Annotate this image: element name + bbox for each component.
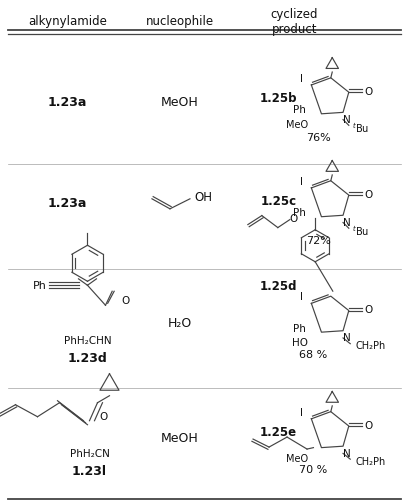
Text: O: O [99, 411, 108, 421]
Text: 1.25d: 1.25d [259, 280, 297, 293]
Text: N: N [343, 448, 351, 458]
Text: 1.23a: 1.23a [48, 197, 87, 210]
Text: 68 %: 68 % [299, 349, 327, 359]
Text: MeOH: MeOH [161, 96, 199, 109]
Text: cyclized
product: cyclized product [271, 8, 318, 36]
Text: 70 %: 70 % [299, 464, 327, 474]
Text: H₂O: H₂O [168, 317, 192, 330]
Text: MeO: MeO [286, 120, 308, 130]
Text: MeO: MeO [286, 453, 308, 463]
Text: Ph: Ph [33, 281, 47, 291]
Text: N: N [343, 115, 351, 125]
Text: Ph: Ph [293, 323, 306, 333]
Text: I: I [300, 74, 303, 84]
Text: O: O [365, 87, 373, 97]
Text: 1.23a: 1.23a [48, 96, 87, 109]
Text: OH: OH [194, 191, 212, 204]
Text: 1.23d: 1.23d [67, 352, 107, 365]
Text: 1.25c: 1.25c [261, 194, 297, 207]
Text: HO: HO [292, 338, 308, 348]
Text: CH₂Ph: CH₂Ph [356, 456, 386, 465]
Text: O: O [365, 189, 373, 199]
Text: O: O [290, 213, 298, 223]
Text: O: O [365, 305, 373, 315]
Text: N: N [343, 333, 351, 343]
Text: 1.25e: 1.25e [260, 425, 297, 438]
Text: N: N [343, 217, 351, 227]
Text: alkynylamide: alkynylamide [28, 15, 107, 28]
Text: I: I [300, 176, 303, 186]
Text: $^t$Bu: $^t$Bu [352, 223, 369, 237]
Text: Ph: Ph [293, 208, 306, 218]
Text: O: O [121, 296, 130, 306]
Text: PhH₂CN: PhH₂CN [70, 448, 110, 458]
Text: 76%: 76% [306, 133, 331, 143]
Text: $^t$Bu: $^t$Bu [352, 121, 369, 134]
Text: 1.23l: 1.23l [72, 464, 107, 477]
Text: nucleophile: nucleophile [146, 15, 214, 28]
Text: MeOH: MeOH [161, 431, 199, 444]
Text: Ph: Ph [293, 105, 306, 115]
Text: PhH₂CHN: PhH₂CHN [64, 336, 111, 346]
Text: 1.25b: 1.25b [259, 92, 297, 105]
Text: CH₂Ph: CH₂Ph [356, 341, 386, 350]
Text: O: O [365, 420, 373, 430]
Text: I: I [300, 292, 303, 302]
Text: 72%: 72% [306, 235, 331, 245]
Text: I: I [300, 407, 303, 417]
